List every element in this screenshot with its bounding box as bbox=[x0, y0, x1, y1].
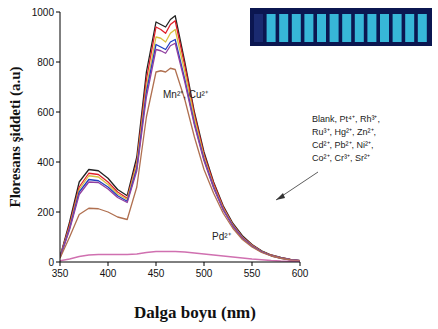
y-tick bbox=[56, 12, 60, 13]
y-tick-label: 0 bbox=[48, 257, 54, 268]
spectrum-line bbox=[60, 43, 300, 261]
y-tick-label: 800 bbox=[37, 57, 54, 68]
y-tick-label: 200 bbox=[37, 207, 54, 218]
inset-vial bbox=[418, 14, 427, 42]
x-axis bbox=[60, 262, 300, 263]
spectrum-line bbox=[60, 21, 300, 261]
x-tick bbox=[60, 262, 61, 266]
x-tick bbox=[300, 262, 301, 266]
x-tick bbox=[108, 262, 109, 266]
inset-vial bbox=[342, 14, 351, 42]
annotation: Mn²⁺, Cu²⁺ bbox=[163, 89, 209, 100]
annotation-arrow bbox=[276, 172, 318, 200]
annotation-line: Ru³⁺, Hg²⁺, Zn²⁺, bbox=[312, 127, 376, 137]
series-group bbox=[60, 16, 300, 262]
spectrum-line bbox=[60, 68, 300, 261]
inset-vial bbox=[304, 14, 313, 42]
x-tick bbox=[204, 262, 205, 266]
inset-vial bbox=[254, 14, 263, 42]
x-tick-label: 450 bbox=[148, 268, 165, 279]
inset-vial bbox=[330, 14, 339, 42]
x-tick bbox=[252, 262, 253, 266]
annotation-line: Co²⁺, Cr³⁺, Sr²⁺ bbox=[312, 153, 370, 163]
spectrum-line bbox=[60, 252, 300, 262]
inset-vial bbox=[367, 14, 376, 42]
y-tick-label: 600 bbox=[37, 107, 54, 118]
y-tick bbox=[56, 162, 60, 163]
x-tick-label: 550 bbox=[244, 268, 261, 279]
inset-vial bbox=[267, 14, 276, 42]
annotation-line: Mn²⁺, Cu²⁺ bbox=[163, 89, 209, 100]
y-tick-label: 400 bbox=[37, 157, 54, 168]
annotation-arrowhead bbox=[276, 193, 285, 200]
y-tick bbox=[56, 62, 60, 63]
chart: 0 200 400 600 800 1000 350 400 450 500 550 600 Dalga… bbox=[0, 0, 438, 329]
y-tick bbox=[56, 112, 60, 113]
x-axis-title: Dalga boyu (nm) bbox=[134, 303, 256, 322]
spectrum-line bbox=[60, 30, 300, 261]
x-tick-label: 350 bbox=[52, 268, 69, 279]
inset-vial bbox=[393, 14, 402, 42]
y-tick-label: 1000 bbox=[32, 7, 55, 18]
y-axis bbox=[60, 12, 61, 262]
x-tick-label: 400 bbox=[100, 268, 117, 279]
inset-vial bbox=[279, 14, 288, 42]
x-tick-label: 500 bbox=[196, 268, 213, 279]
x-tick bbox=[156, 262, 157, 266]
spectrum-line bbox=[60, 16, 300, 261]
y-tick bbox=[56, 262, 60, 263]
inset-vial bbox=[405, 14, 414, 42]
annotation: Pd²⁺ bbox=[212, 231, 232, 242]
y-axis-title: Floresans şiddeti (a.u) bbox=[7, 67, 24, 208]
inset-vial bbox=[355, 14, 364, 42]
inset-vial bbox=[317, 14, 326, 42]
inset-photo bbox=[250, 8, 432, 46]
annotation-line: Cd²⁺, Pb²⁺, Ni²⁺, bbox=[312, 140, 374, 150]
x-tick-label: 600 bbox=[292, 268, 309, 279]
annotation: Blank, Pt⁴⁺, Rh³⁺, Ru³⁺, Hg²⁺, Zn²⁺, Cd²⁺,… bbox=[312, 114, 380, 163]
inset-vial bbox=[380, 14, 389, 42]
spectrum-line bbox=[60, 40, 300, 261]
y-tick bbox=[56, 212, 60, 213]
annotation-line: Blank, Pt⁴⁺, Rh³⁺, bbox=[312, 114, 380, 124]
annotation-line: Pd²⁺ bbox=[212, 231, 232, 242]
inset-vial bbox=[292, 14, 301, 42]
